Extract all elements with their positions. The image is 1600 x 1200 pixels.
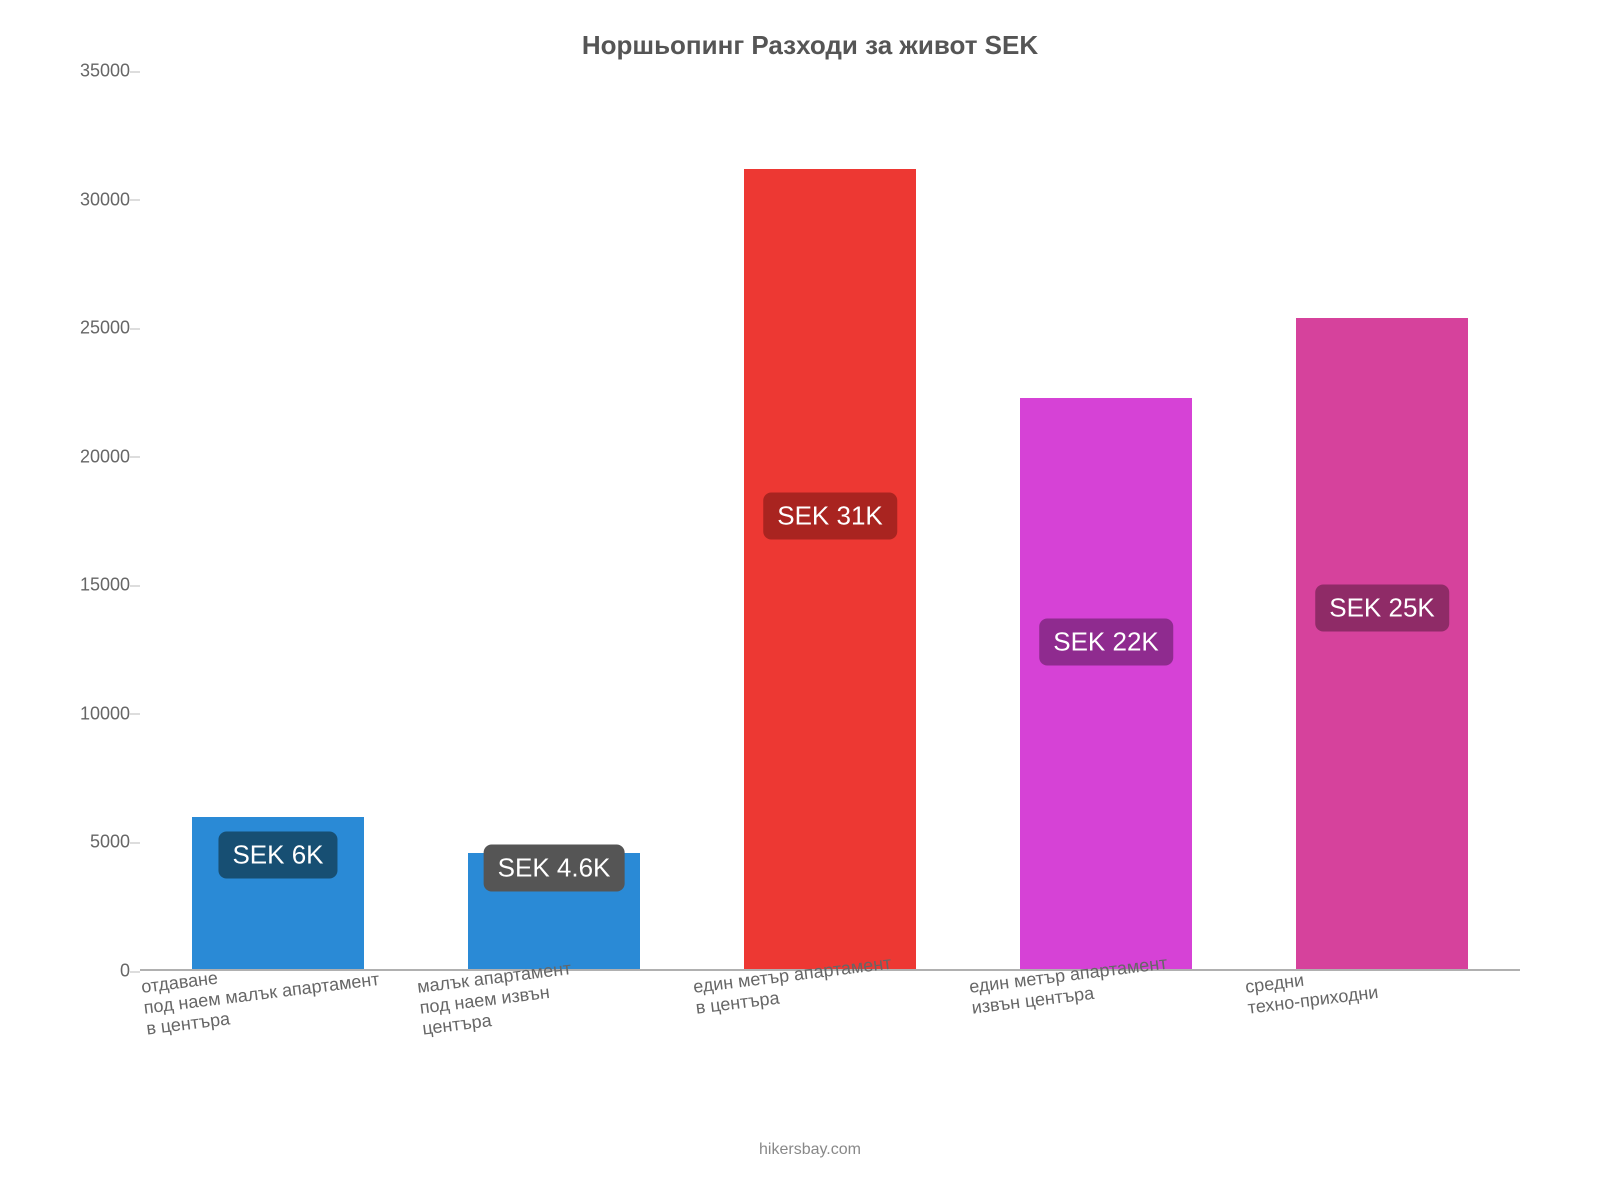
x-tick-label: малък апартамент под наем извън центъра [416,958,578,1039]
y-tick: 5000 [60,832,130,853]
bar-value-label: SEK 31K [763,492,897,539]
y-tick: 30000 [60,189,130,210]
bar-value-label: SEK 4.6K [484,845,625,892]
source-caption: hikersbay.com [60,1141,1560,1159]
bar-value-label: SEK 6K [218,832,337,879]
x-axis-labels: отдаване под наем малък апартамент в цен… [140,971,1520,1131]
y-axis-ticks: 05000100001500020000250003000035000 [60,71,130,971]
bar-value-label: SEK 22K [1039,618,1173,665]
y-tick: 0 [60,961,130,982]
y-tick: 25000 [60,318,130,339]
chart-title: Норшьопинг Разходи за живот SEK [60,30,1560,61]
plot-area: 05000100001500020000250003000035000 SEK … [140,71,1520,971]
bar [1296,318,1467,971]
y-tick: 15000 [60,575,130,596]
bar [744,169,915,971]
bar-value-label: SEK 25K [1315,585,1449,632]
y-tick: 20000 [60,446,130,467]
bars-layer: SEK 6K SEK 4.6K SEK 31K SEK 22K SEK 25K [140,71,1520,971]
bar [1020,398,1191,971]
y-tick: 35000 [60,61,130,82]
chart-container: Норшьопинг Разходи за живот SEK 05000100… [0,0,1600,1200]
y-tick: 10000 [60,703,130,724]
